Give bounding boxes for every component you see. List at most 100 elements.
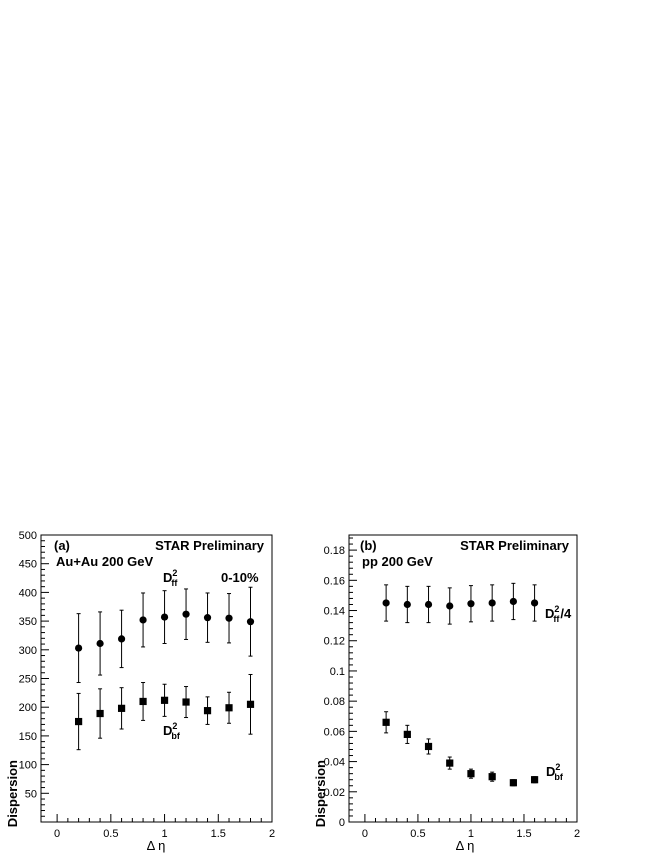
point-a-s1-8 bbox=[246, 673, 255, 735]
marker-circle bbox=[488, 599, 496, 607]
y-tick-label-b-3: 0.06 bbox=[324, 726, 345, 738]
y-tick-label-b-4: 0.08 bbox=[324, 696, 345, 708]
marker-square bbox=[182, 698, 190, 706]
marker-circle bbox=[96, 639, 104, 648]
point-a-s0-8 bbox=[246, 586, 255, 657]
point-a-s1-6 bbox=[203, 696, 212, 725]
x-tick-label-a-3: 1.5 bbox=[211, 828, 226, 840]
y-tick-label-a-1: 100 bbox=[19, 760, 37, 772]
series-label-dff-b-base: D bbox=[545, 606, 554, 621]
plot-frame-b bbox=[348, 534, 578, 823]
series-label-dff-b: D2 ff/4 bbox=[545, 604, 572, 624]
marker-circle bbox=[182, 610, 190, 618]
y-tick-label-b-7: 0.14 bbox=[324, 606, 345, 618]
y-tick-label-a-7: 400 bbox=[19, 587, 37, 599]
marker-circle bbox=[246, 618, 255, 626]
y-tick-label-a-6: 350 bbox=[19, 616, 37, 628]
y-tick-label-b-8: 0.16 bbox=[324, 575, 345, 587]
x-tick-label-a-4: 2 bbox=[269, 828, 275, 840]
point-b-s1-3 bbox=[446, 756, 454, 770]
point-b-s1-4 bbox=[467, 768, 475, 779]
ticks-b: 0 0.5 1 1.5 2 0 0.02 0.04 0.06 0.08 0.1 0.12 0.14 0.1… bbox=[324, 537, 580, 840]
point-b-s0-3 bbox=[446, 587, 454, 625]
x-axis-title-a: Δ η bbox=[147, 838, 166, 853]
point-b-s1-2 bbox=[424, 738, 433, 755]
point-a-s0-3 bbox=[139, 592, 147, 648]
series-label-dbf-a: D2 bf bbox=[163, 721, 181, 741]
star-preliminary-a: STAR Preliminary bbox=[155, 538, 265, 553]
point-b-s0-0 bbox=[382, 584, 390, 622]
point-a-s1-2 bbox=[117, 687, 126, 730]
marker-square bbox=[403, 730, 411, 738]
series-label-dbf-b-base: D bbox=[546, 764, 555, 779]
point-b-s1-5 bbox=[488, 771, 496, 782]
marker-square bbox=[225, 704, 233, 712]
point-a-s0-5 bbox=[182, 588, 190, 640]
marker-circle bbox=[530, 599, 539, 607]
y-tick-label-b-2: 0.04 bbox=[324, 757, 345, 769]
marker-square bbox=[139, 697, 147, 706]
point-a-s0-4 bbox=[160, 590, 169, 644]
marker-square bbox=[117, 704, 126, 712]
y-tick-label-b-0: 0 bbox=[339, 817, 345, 829]
marker-square bbox=[96, 709, 104, 718]
point-b-s1-6 bbox=[509, 779, 517, 787]
y-tick-label-a-9: 500 bbox=[19, 530, 37, 542]
marker-circle bbox=[117, 635, 126, 643]
point-a-s0-1 bbox=[96, 611, 104, 676]
point-b-s1-7 bbox=[530, 776, 539, 784]
point-b-s0-5 bbox=[488, 584, 496, 622]
marker-circle bbox=[509, 597, 517, 606]
point-b-s0-4 bbox=[467, 585, 475, 623]
series-label-dff-a-sub: ff bbox=[171, 578, 178, 588]
x-tick-label-a-2: 1 bbox=[161, 828, 167, 840]
point-b-s0-2 bbox=[424, 585, 433, 624]
panel-label-b: (b) bbox=[360, 538, 377, 553]
x-axis-title-b: Δ η bbox=[456, 838, 475, 853]
point-b-s1-0 bbox=[382, 711, 390, 734]
point-a-s0-2 bbox=[117, 609, 126, 669]
x-tick-label-b-1: 0.5 bbox=[410, 828, 425, 840]
y-tick-label-a-8: 450 bbox=[19, 559, 37, 571]
marker-circle bbox=[225, 614, 233, 622]
marks-a bbox=[75, 586, 255, 751]
y-tick-label-b-9: 0.18 bbox=[324, 545, 345, 557]
point-a-s1-7 bbox=[225, 691, 233, 724]
x-tick-label-b-3: 1.5 bbox=[516, 828, 531, 840]
marker-circle bbox=[382, 599, 390, 607]
point-a-s0-7 bbox=[225, 593, 233, 644]
marks-b bbox=[382, 582, 539, 787]
y-tick-label-a-5: 300 bbox=[19, 645, 37, 657]
marker-square bbox=[424, 742, 433, 751]
point-b-s0-7 bbox=[530, 584, 539, 622]
point-a-s1-0 bbox=[75, 692, 83, 751]
marker-square bbox=[509, 779, 517, 787]
point-a-s1-3 bbox=[139, 682, 147, 721]
series-label-dbf-b-sub: bf bbox=[554, 772, 563, 782]
marker-circle bbox=[139, 616, 147, 624]
series-label-dff-a-base: D bbox=[163, 570, 172, 585]
point-b-s0-6 bbox=[509, 582, 517, 621]
series-label-dbf-a-base: D bbox=[163, 723, 172, 738]
x-tick-label-b-2: 1 bbox=[468, 828, 474, 840]
centrality-a: 0-10% bbox=[221, 570, 259, 585]
y-tick-label-a-3: 200 bbox=[19, 702, 37, 714]
series-label-dff-a: D2 ff bbox=[163, 568, 178, 588]
series-label-dbf-b: D2 bf bbox=[546, 762, 564, 782]
panel-b: 0 0.5 1 1.5 2 0 0.02 0.04 0.06 0.08 0.1 0.12 0.14 0.1… bbox=[313, 534, 580, 853]
marker-square bbox=[467, 770, 475, 778]
y-tick-label-b-6: 0.12 bbox=[324, 636, 345, 648]
y-axis-title-a: Dispersion bbox=[5, 760, 20, 827]
marker-square bbox=[488, 773, 496, 781]
marker-circle bbox=[403, 600, 411, 609]
point-a-s0-0 bbox=[75, 613, 83, 684]
star-preliminary-b: STAR Preliminary bbox=[460, 538, 570, 553]
series-label-dff-a-sup: 2 bbox=[172, 568, 177, 578]
series-label-dff-b-sub: ff bbox=[553, 614, 560, 624]
series-label-dbf-a-sub: bf bbox=[171, 731, 180, 741]
y-axis-title-b: Dispersion bbox=[313, 760, 328, 827]
collision-system-b: pp 200 GeV bbox=[362, 554, 433, 569]
marker-square bbox=[246, 700, 255, 708]
